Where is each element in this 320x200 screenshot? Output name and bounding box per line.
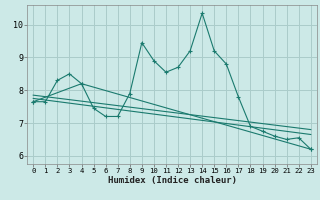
X-axis label: Humidex (Indice chaleur): Humidex (Indice chaleur)	[108, 176, 236, 185]
